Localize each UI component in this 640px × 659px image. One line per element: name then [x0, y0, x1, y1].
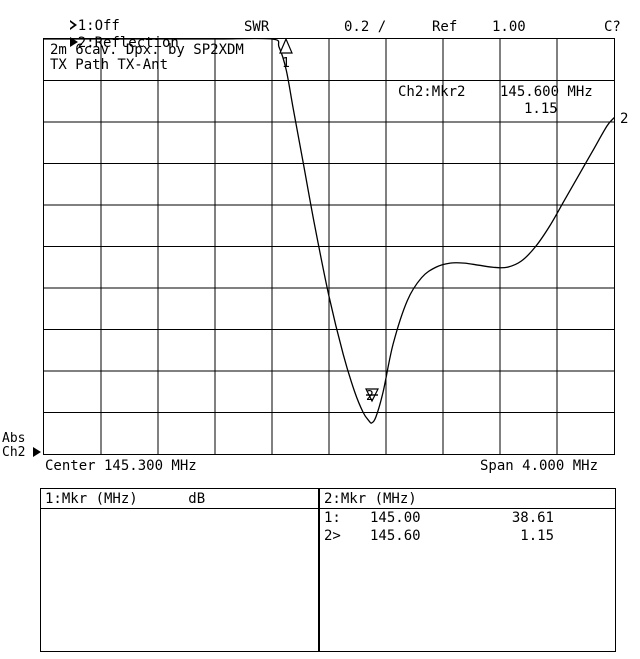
trace-graticule[interactable]	[43, 38, 615, 455]
marker-row-frequency: 145.00	[370, 510, 421, 526]
channel-1-inactive-marker-icon	[69, 20, 78, 30]
marker-table-2-header: 2:Mkr (MHz)	[320, 489, 615, 509]
channel-1-status-row[interactable]: 1:Off	[36, 2, 120, 34]
reference-label: Ref	[432, 19, 458, 35]
correction-status-indicator: C?	[604, 19, 621, 35]
marker-row-value: 38.61	[511, 510, 554, 526]
marker-2-number-label: 2	[366, 389, 374, 404]
marker-1-number-label: 1	[282, 56, 290, 71]
active-marker-frequency: 145.600 MHz	[500, 84, 593, 100]
active-marker-value: 1.15	[524, 101, 558, 117]
trace-plot	[44, 39, 614, 454]
marker-table-row[interactable]: 2> 145.60 1.15	[320, 527, 615, 545]
horizontal-gridlines	[44, 80, 614, 413]
channel-2-status-row[interactable]: 2:Reflection	[36, 19, 179, 51]
marker-table-row[interactable]: 1: 145.00 38.61	[320, 509, 615, 527]
marker-table-2-body: 1: 145.00 38.61 2> 145.60 1.15	[320, 509, 615, 545]
y-axis-labels: 2.8 2.6 2.4 2.2 2 1.8 1.6 1.4 1.2	[0, 0, 43, 460]
marker-2-glyph[interactable]	[365, 388, 379, 403]
marker-row-value: 1.15	[520, 528, 554, 544]
active-channel-label: Ch2	[2, 445, 26, 460]
scale-per-division-readout[interactable]: 0.2 /	[344, 19, 387, 35]
marker-row-id: 2>	[324, 528, 341, 544]
reference-value-readout[interactable]: 1.00	[492, 19, 526, 35]
swr-trace	[44, 39, 614, 424]
channel-2-active-marker-icon	[69, 37, 78, 47]
marker-row-frequency: 145.60	[370, 528, 421, 544]
format-readout[interactable]: SWR	[244, 19, 270, 35]
marker-1-glyph[interactable]	[279, 39, 293, 54]
marker-row-id: 1:	[324, 510, 341, 526]
center-frequency-readout[interactable]: Center 145.300 MHz	[45, 458, 197, 474]
active-marker-readout-label: Ch2:Mkr2	[398, 84, 466, 100]
marker-table-channel-1: 1:Mkr (MHz) dB	[40, 488, 319, 652]
span-readout[interactable]: Span 4.000 MHz	[480, 458, 599, 474]
marker-2-edge-label: 2	[620, 111, 629, 127]
active-channel-pointer-icon	[33, 447, 41, 457]
marker-table-1-header: 1:Mkr (MHz) dB	[41, 489, 318, 509]
trace-title-line-1: 2m 6cav. Dpx. by SP2XDM	[50, 42, 244, 58]
marker-table-channel-2: 2:Mkr (MHz) 1: 145.00 38.61 2> 145.60 1.15	[319, 488, 616, 652]
trace-title-line-2: TX Path TX-Ant	[50, 57, 169, 73]
channel-1-label: 1:Off	[77, 18, 120, 34]
absolute-scale-label: Abs	[2, 431, 26, 446]
